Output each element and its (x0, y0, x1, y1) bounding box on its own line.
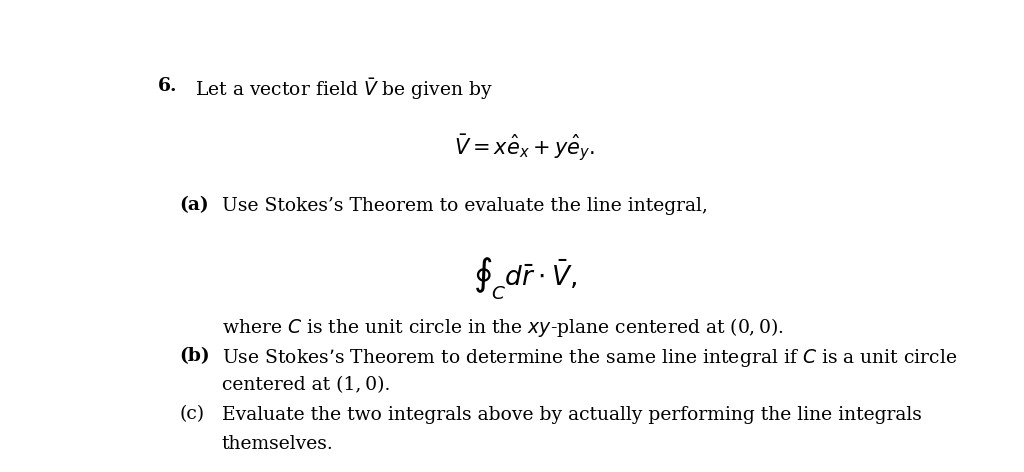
Text: (b): (b) (179, 347, 210, 365)
Text: Use Stokes’s Theorem to determine the same line integral if $C$ is a unit circle: Use Stokes’s Theorem to determine the sa… (221, 347, 957, 370)
Text: Use Stokes’s Theorem to evaluate the line integral,: Use Stokes’s Theorem to evaluate the lin… (221, 196, 708, 215)
Text: $\oint_C d\bar{r} \cdot \bar{V},$: $\oint_C d\bar{r} \cdot \bar{V},$ (473, 255, 577, 301)
Text: themselves.: themselves. (221, 435, 334, 453)
Text: $\bar{V} = x\hat{e}_x + y\hat{e}_y.$: $\bar{V} = x\hat{e}_x + y\hat{e}_y.$ (455, 133, 595, 164)
Text: (c): (c) (179, 405, 205, 423)
Text: (a): (a) (179, 196, 209, 215)
Text: centered at (1, 0).: centered at (1, 0). (221, 377, 390, 395)
Text: where $C$ is the unit circle in the $xy$-plane centered at (0, 0).: where $C$ is the unit circle in the $xy$… (221, 317, 783, 339)
Text: Let a vector field $\bar{V}$ be given by: Let a vector field $\bar{V}$ be given by (196, 76, 494, 102)
Text: Evaluate the two integrals above by actually performing the line integrals: Evaluate the two integrals above by actu… (221, 405, 922, 423)
Text: 6.: 6. (158, 76, 177, 94)
